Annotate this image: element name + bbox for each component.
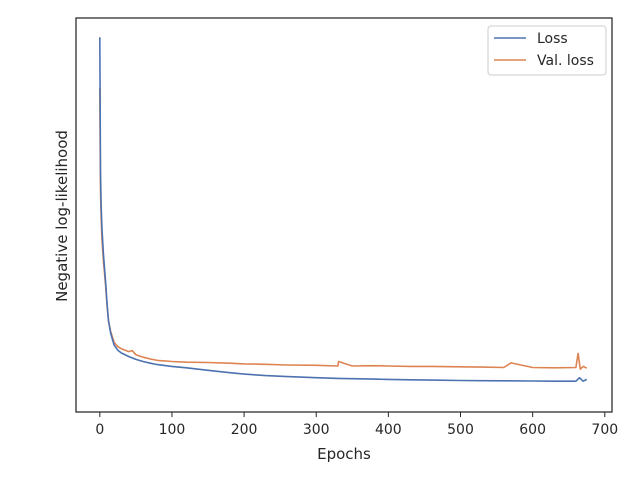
legend-label-loss: Loss	[537, 31, 568, 47]
x-tick-label: 300	[303, 422, 330, 438]
legend: Loss Val. loss	[487, 25, 607, 76]
x-tick-label: 500	[447, 422, 474, 438]
series-layer	[99, 37, 588, 383]
x-tick-label: 0	[95, 422, 104, 438]
legend-label-val-loss: Val. loss	[537, 53, 594, 69]
x-tick-label: 100	[159, 422, 186, 438]
x-axis: 0 100 200 300 400 500 600 700	[95, 412, 618, 438]
x-tick-label: 700	[591, 422, 618, 438]
x-tick-label: 200	[231, 422, 258, 438]
y-axis-label: Negative log-likelihood	[53, 130, 71, 302]
x-tick-label: 400	[375, 422, 402, 438]
series-line-loss	[99, 37, 588, 383]
x-axis-label: Epochs	[317, 445, 371, 463]
x-tick-label: 600	[519, 422, 546, 438]
plot-background	[76, 18, 612, 412]
plot-frame	[75, 17, 613, 413]
